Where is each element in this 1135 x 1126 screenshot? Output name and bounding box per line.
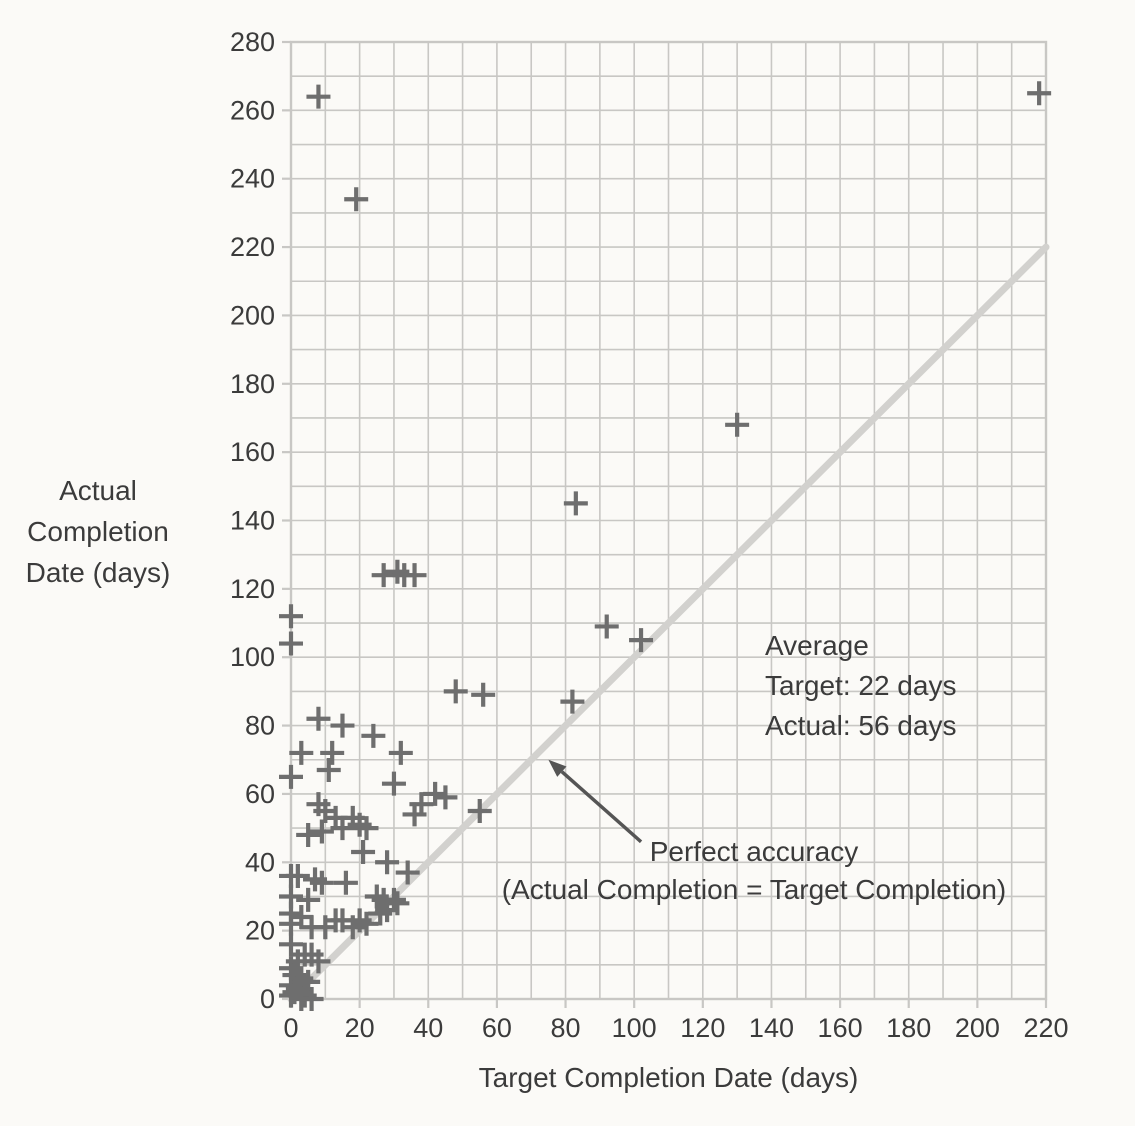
data-point-marker <box>309 819 334 844</box>
data-point-marker <box>296 887 321 912</box>
x-tick-label: 20 <box>345 1013 375 1043</box>
x-tick-label: 80 <box>551 1013 581 1043</box>
x-tick-label: 120 <box>680 1013 725 1043</box>
data-point-marker <box>368 901 393 926</box>
data-point-marker <box>354 816 379 841</box>
data-point-marker <box>471 682 496 707</box>
data-point-marker <box>354 911 379 936</box>
perfect-accuracy-subtitle: (Actual Completion = Target Completion) <box>501 874 1007 905</box>
data-point-marker <box>388 740 413 765</box>
x-tick-label: 40 <box>413 1013 443 1043</box>
data-point-marker <box>402 802 427 827</box>
data-point-marker <box>433 785 458 810</box>
perfect-accuracy-title: Perfect accuracy <box>649 836 859 867</box>
y-axis-title-line: Completion <box>27 516 169 547</box>
data-point-marker <box>309 870 334 895</box>
average-annotation-line: Target: 22 days <box>765 670 957 701</box>
data-point-marker <box>351 840 376 865</box>
data-point-marker <box>629 628 654 653</box>
y-tick-label: 0 <box>260 984 275 1014</box>
annotation-arrow-shaft <box>560 770 643 844</box>
x-axis-title: Target Completion Date (days) <box>478 1062 859 1093</box>
data-point-marker <box>289 904 314 929</box>
data-point-marker <box>289 740 314 765</box>
data-point-marker <box>381 771 406 796</box>
data-point-marker <box>285 863 310 888</box>
y-tick-label: 20 <box>245 916 275 946</box>
data-point-marker <box>443 679 468 704</box>
x-tick-label: 60 <box>482 1013 512 1043</box>
data-point-marker <box>725 412 750 437</box>
data-point-marker <box>320 740 345 765</box>
data-point-marker <box>330 816 355 841</box>
y-tick-label: 160 <box>230 437 275 467</box>
data-point-marker <box>306 949 331 974</box>
data-point-marker <box>594 614 619 639</box>
data-point-marker <box>299 987 324 1011</box>
x-tick-label: 100 <box>612 1013 657 1043</box>
x-tick-label: 180 <box>886 1013 931 1043</box>
data-point-marker <box>279 604 303 629</box>
y-tick-label: 200 <box>230 300 275 330</box>
average-annotation: Average Target: 22 days Actual: 56 days <box>765 626 956 746</box>
y-axis-title-line: Actual <box>59 475 137 506</box>
data-point-marker <box>279 764 303 789</box>
data-point-marker <box>402 563 427 588</box>
data-point-marker <box>344 187 369 212</box>
data-point-marker <box>306 706 331 731</box>
data-point-marker <box>361 723 386 748</box>
data-point-marker <box>296 822 321 847</box>
y-tick-label: 140 <box>230 506 275 536</box>
data-point-marker <box>279 983 303 1008</box>
x-tick-label: 160 <box>818 1013 863 1043</box>
x-tick-label: 0 <box>283 1013 298 1043</box>
y-tick-label: 280 <box>230 27 275 57</box>
x-tick-label: 220 <box>1023 1013 1068 1043</box>
average-annotation-line: Actual: 56 days <box>765 710 957 741</box>
y-tick-label: 220 <box>230 232 275 262</box>
y-tick-label: 180 <box>230 369 275 399</box>
y-tick-label: 120 <box>230 574 275 604</box>
data-point-marker <box>306 84 331 109</box>
data-point-marker <box>560 689 585 714</box>
data-point-marker <box>395 860 420 885</box>
data-point-marker <box>371 563 396 588</box>
data-point-marker <box>563 491 588 516</box>
y-tick-label: 60 <box>245 779 275 809</box>
y-tick-label: 100 <box>230 642 275 672</box>
data-point-marker <box>330 713 355 738</box>
data-point-marker <box>423 781 448 806</box>
perfect-accuracy-label: Perfect accuracy (Actual Completion = Ta… <box>448 833 1060 909</box>
x-tick-label: 200 <box>955 1013 1000 1043</box>
data-point-marker <box>316 758 341 783</box>
y-tick-label: 40 <box>245 847 275 877</box>
y-axis-title: Actual Completion Date (days) <box>0 470 196 593</box>
average-annotation-line: Average <box>765 630 869 661</box>
y-tick-label: 260 <box>230 95 275 125</box>
data-point-marker <box>467 799 492 824</box>
data-point-marker <box>333 870 358 895</box>
data-point-marker <box>375 850 400 875</box>
y-tick-label: 240 <box>230 164 275 194</box>
x-tick-label: 140 <box>749 1013 794 1043</box>
data-point-marker <box>279 631 303 656</box>
y-axis-title-line: Date (days) <box>25 557 171 588</box>
y-tick-label: 80 <box>245 711 275 741</box>
data-point-marker <box>279 932 303 957</box>
data-point-marker <box>1027 81 1052 106</box>
annotation-arrow-head <box>548 759 567 777</box>
